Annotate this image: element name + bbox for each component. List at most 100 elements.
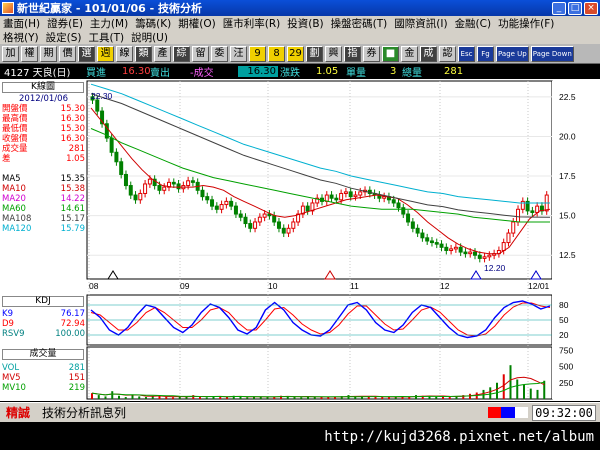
volume-bar (529, 388, 532, 399)
buy-value: 16.30 (122, 66, 151, 77)
ma-line-ma120 (90, 83, 550, 204)
candle (382, 196, 387, 199)
close-button[interactable]: × (584, 1, 598, 15)
menu-row-primary: 畫面(H) 證券(E) 主力(M) 籌碼(K) 期權(O) 匯市利率(R) 投資(B) 操盤密… (0, 16, 600, 30)
high-annotation: 22.30 (91, 91, 113, 101)
toolbar-button[interactable]: 選 (78, 45, 95, 62)
volume-bar (165, 397, 168, 399)
volume-bar (455, 396, 458, 399)
toolbar-button[interactable]: 券 (363, 45, 380, 62)
menu-item[interactable]: 主力(M) (89, 17, 129, 30)
buy-label: 買進 (86, 68, 106, 79)
volume-bar (516, 379, 519, 399)
toolbar-button[interactable]: Page Up (496, 45, 529, 62)
menu-item[interactable]: 國際資訊(I) (394, 17, 448, 30)
toolbar-button[interactable]: 認 (439, 45, 456, 62)
toolbar-button[interactable]: 加 (2, 45, 19, 62)
menu-item[interactable]: 投資(B) (287, 17, 324, 30)
toolbar-button[interactable]: 委 (211, 45, 228, 62)
candle (210, 199, 215, 207)
volume-bar (367, 396, 370, 399)
legend-label: VOL (2, 363, 20, 373)
menu-item[interactable]: 格視(Y) (3, 31, 39, 44)
candle (186, 180, 191, 187)
maximize-button[interactable]: □ (568, 1, 582, 15)
candle (415, 227, 420, 234)
candle (138, 192, 143, 201)
app-icon (2, 2, 14, 14)
candle (305, 205, 310, 212)
menu-item[interactable]: 說明(U) (131, 31, 168, 44)
menu-item[interactable]: 籌碼(K) (135, 17, 172, 30)
candle (429, 240, 434, 244)
toolbar-button[interactable]: 線 (116, 45, 133, 62)
signal-white (514, 407, 528, 418)
candle (477, 254, 482, 259)
candle (128, 185, 133, 196)
volume-bar (151, 396, 154, 399)
toolbar-button[interactable]: 指 (344, 45, 361, 62)
stock-name: 4127 天良(日) (4, 68, 71, 79)
candle (238, 213, 243, 218)
volume-bar (104, 396, 107, 399)
technical-chart[interactable]: 22.5 20.0 17.5 15.0 12.5 08 09 10 11 12 12/01 22.30… (0, 79, 600, 401)
menu-item[interactable]: 工具(T) (88, 31, 125, 44)
legend-label: 成交量 (2, 144, 28, 154)
month-label: 10 (268, 281, 278, 291)
minimize-button[interactable]: _ (552, 1, 566, 15)
toolbar-button[interactable]: Fg (477, 45, 494, 62)
candle (205, 196, 210, 201)
menu-item[interactable]: 匯市利率(R) (222, 17, 281, 30)
toolbar-button[interactable]: 類 (135, 45, 152, 62)
candle (123, 173, 128, 187)
candle (506, 232, 511, 244)
toolbar-button[interactable]: 劃 (306, 45, 323, 62)
menu-item[interactable]: 期權(O) (178, 17, 216, 30)
toolbar-button[interactable]: 產 (154, 45, 171, 62)
menu-item[interactable]: 設定(S) (45, 31, 82, 44)
menu-item[interactable]: 畫面(H) (3, 17, 41, 30)
candle (310, 202, 315, 212)
kd-tick-label: 50 (559, 315, 569, 325)
toolbar-button[interactable]: 週 (97, 45, 114, 62)
legend-label: 最低價 (2, 124, 28, 134)
toolbar-button[interactable]: 成 (420, 45, 437, 62)
toolbar-button[interactable]: 金 (401, 45, 418, 62)
toolbar-button[interactable]: 留 (192, 45, 209, 62)
legend-label: MA10 (2, 184, 26, 194)
candle (353, 194, 358, 198)
candle (214, 205, 219, 210)
volume-bar (462, 395, 465, 399)
legend-value: 15.17 (60, 214, 85, 224)
legend-label: 最高價 (2, 114, 28, 124)
menu-item[interactable]: 證券(E) (47, 17, 83, 30)
legend-value: 15.30 (60, 124, 85, 134)
trade-value: 16.30 (238, 66, 278, 77)
volume-bar (219, 396, 222, 399)
toolbar-button[interactable]: 權 (21, 45, 38, 62)
candle (482, 256, 487, 259)
toolbar: 加權期價選週線類產綜留委汪 9 8 29 劃興指券 ■ 金成認 Esc Fg Page Up Pag… (0, 44, 600, 64)
ma-line-ma108 (90, 93, 551, 218)
toolbar-button[interactable]: 汪 (230, 45, 247, 62)
quote-strip: 4127 天良(日) 買進 16.30 賣出 -成交 16.30 漲跌 1.05… (0, 65, 600, 79)
toolbar-button[interactable]: Esc (458, 45, 475, 62)
legend-label: MA108 (2, 214, 32, 224)
volume-bar (307, 396, 309, 399)
toolbar-button[interactable]: 期 (40, 45, 57, 62)
toolbar-button[interactable]: ■ (382, 45, 399, 62)
toolbar-button[interactable]: 綜 (173, 45, 190, 62)
signal-marker (530, 270, 542, 280)
legend-value: 15.38 (60, 184, 85, 194)
toolbar-button[interactable]: 興 (325, 45, 342, 62)
menu-item[interactable]: 操盤密碼(T) (330, 17, 388, 30)
toolbar-button[interactable]: 9 (249, 45, 266, 62)
menu-item[interactable]: 功能操作(F) (498, 17, 555, 30)
menu-item[interactable]: 金融(C) (454, 17, 492, 30)
toolbar-button[interactable]: 8 (268, 45, 285, 62)
toolbar-button[interactable]: 價 (59, 45, 76, 62)
toolbar-button[interactable]: Page Down (530, 45, 574, 62)
legend-value: 72.94 (60, 319, 85, 329)
volume-bar (428, 396, 431, 399)
toolbar-button[interactable]: 29 (287, 45, 304, 62)
